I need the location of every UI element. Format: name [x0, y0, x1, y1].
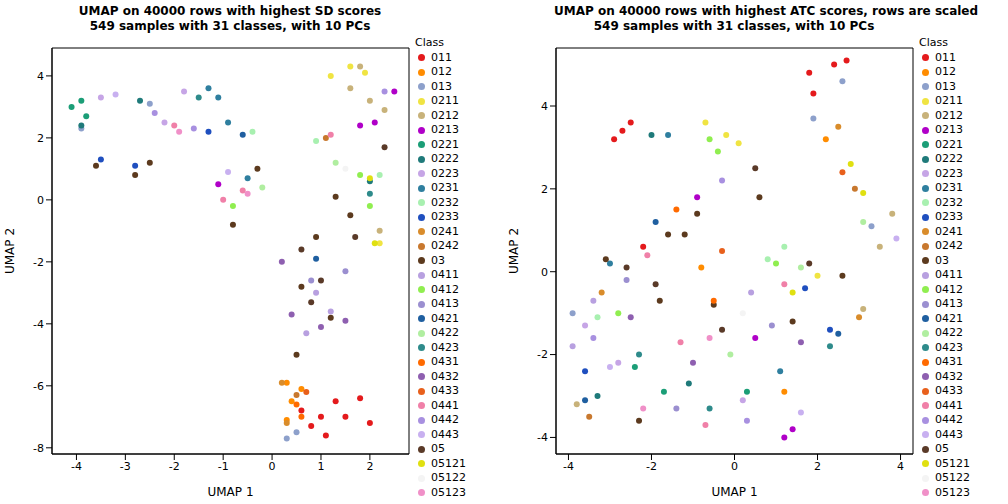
html-text:0421: 0421 — [935, 311, 963, 325]
svg-text:4: 4 — [897, 460, 904, 473]
html-text:0242: 0242 — [431, 239, 459, 252]
svg-text:-2: -2 — [646, 460, 657, 473]
html-text:0431: 0431 — [935, 355, 963, 368]
html-text:0222: 0222 — [935, 152, 963, 165]
html-text:0433: 0433 — [431, 384, 459, 397]
html-text:0413: 0413 — [431, 297, 459, 310]
html-text:05123: 05123 — [431, 485, 466, 499]
html-text:0221: 0221 — [935, 137, 963, 151]
html-text:0232: 0232 — [935, 195, 963, 209]
html-text:0221: 0221 — [431, 137, 459, 151]
html-text:0432: 0432 — [935, 369, 963, 383]
html-text:0423: 0423 — [935, 340, 963, 354]
html-text:013: 013 — [431, 79, 452, 93]
html-text:UMAP on 40000 rows with highes: UMAP on 40000 rows with highest SD score… — [78, 4, 382, 18]
html-text:05123: 05123 — [935, 485, 970, 499]
html-text:0412: 0412 — [935, 282, 963, 296]
html-text:013: 013 — [935, 79, 956, 93]
svg-text:UMAP 1: UMAP 1 — [207, 485, 253, 499]
svg-text:4: 4 — [37, 70, 44, 83]
html-text:0242: 0242 — [935, 239, 963, 252]
svg-text:2: 2 — [37, 132, 44, 145]
svg-text:-4: -4 — [537, 431, 548, 444]
svg-text:UMAP 1: UMAP 1 — [711, 485, 757, 499]
svg-text:-1: -1 — [218, 460, 229, 473]
svg-text:-4: -4 — [71, 460, 82, 473]
html-text:0431: 0431 — [431, 355, 459, 368]
html-text:0223: 0223 — [431, 166, 459, 180]
html-text:0211: 0211 — [431, 94, 459, 107]
svg-text:-8: -8 — [33, 442, 44, 455]
html-text:0232: 0232 — [431, 195, 459, 209]
svg-text:-4: -4 — [33, 318, 44, 331]
html-text:0441: 0441 — [935, 398, 963, 412]
html-text:012: 012 — [431, 65, 452, 78]
svg-text:0: 0 — [37, 194, 44, 207]
html-text:0442: 0442 — [935, 413, 963, 426]
html-text:0233: 0233 — [431, 210, 459, 223]
html-text:0231: 0231 — [431, 181, 459, 194]
html-text:0432: 0432 — [431, 369, 459, 383]
html-text:0422: 0422 — [935, 326, 963, 339]
html-text:0213: 0213 — [431, 123, 459, 136]
svg-text:2: 2 — [541, 183, 548, 196]
svg-text:UMAP 2: UMAP 2 — [8, 228, 17, 274]
html-text:0212: 0212 — [431, 108, 459, 122]
html-text:0223: 0223 — [935, 166, 963, 180]
html-text:05121: 05121 — [935, 456, 970, 470]
html-text:0441: 0441 — [431, 398, 459, 412]
html-text:05121: 05121 — [431, 456, 466, 470]
html-text:03: 03 — [935, 253, 949, 267]
html-text:011: 011 — [431, 50, 452, 64]
html-text:0443: 0443 — [431, 427, 459, 441]
svg-text:-2: -2 — [169, 460, 180, 473]
svg-text:UMAP 2: UMAP 2 — [507, 228, 521, 274]
svg-text:-4: -4 — [563, 460, 574, 473]
html-text:0233: 0233 — [935, 210, 963, 223]
html-text:012: 012 — [935, 65, 956, 78]
html-text:0433: 0433 — [935, 384, 963, 397]
html-text:0442: 0442 — [431, 413, 459, 426]
html-text:05: 05 — [935, 442, 949, 455]
svg-text:2: 2 — [814, 460, 821, 473]
html-text:0231: 0231 — [935, 181, 963, 194]
html-text:05122: 05122 — [431, 471, 466, 484]
html-text:0443: 0443 — [935, 427, 963, 441]
html-text:0212: 0212 — [935, 108, 963, 122]
html-text:0241: 0241 — [935, 224, 963, 238]
html-text:Class: Class — [919, 36, 948, 49]
svg-text:-2: -2 — [537, 348, 548, 361]
html-text:0412: 0412 — [431, 282, 459, 296]
html-text:0422: 0422 — [431, 326, 459, 339]
html-text:Class: Class — [415, 36, 444, 49]
html-text:0413: 0413 — [935, 297, 963, 310]
svg-text:0: 0 — [269, 460, 276, 473]
html-text:05122: 05122 — [935, 471, 970, 484]
html-text:0211: 0211 — [935, 94, 963, 107]
html-text:0213: 0213 — [935, 123, 963, 136]
html-text:549 samples with 31 classes, w: 549 samples with 31 classes, with 10 PCs — [89, 19, 371, 33]
html-text:0423: 0423 — [431, 340, 459, 354]
html-text:0411: 0411 — [935, 268, 963, 281]
html-text:03: 03 — [431, 253, 445, 267]
html-text:0222: 0222 — [431, 152, 459, 165]
html-text:UMAP on 40000 rows with highes: UMAP on 40000 rows with highest ATC scor… — [554, 4, 979, 18]
html-text:011: 011 — [935, 50, 956, 64]
html-text:0411: 0411 — [431, 268, 459, 281]
html-text:05: 05 — [431, 442, 445, 455]
svg-text:0: 0 — [541, 266, 548, 279]
svg-text:4: 4 — [541, 100, 548, 113]
svg-text:2: 2 — [366, 460, 373, 473]
svg-text:-3: -3 — [120, 460, 131, 473]
html-text:549 samples with 31 classes, w: 549 samples with 31 classes, with 10 PCs — [593, 19, 875, 33]
svg-text:1: 1 — [317, 460, 324, 473]
svg-text:0: 0 — [731, 460, 738, 473]
svg-text:-6: -6 — [33, 380, 44, 393]
html-text:0241: 0241 — [431, 224, 459, 238]
svg-text:-2: -2 — [33, 256, 44, 269]
html-text:0421: 0421 — [431, 311, 459, 325]
